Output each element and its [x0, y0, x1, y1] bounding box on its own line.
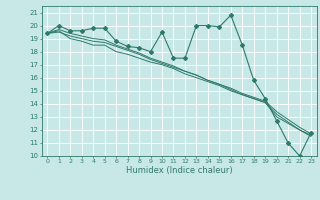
X-axis label: Humidex (Indice chaleur): Humidex (Indice chaleur) — [126, 166, 233, 175]
